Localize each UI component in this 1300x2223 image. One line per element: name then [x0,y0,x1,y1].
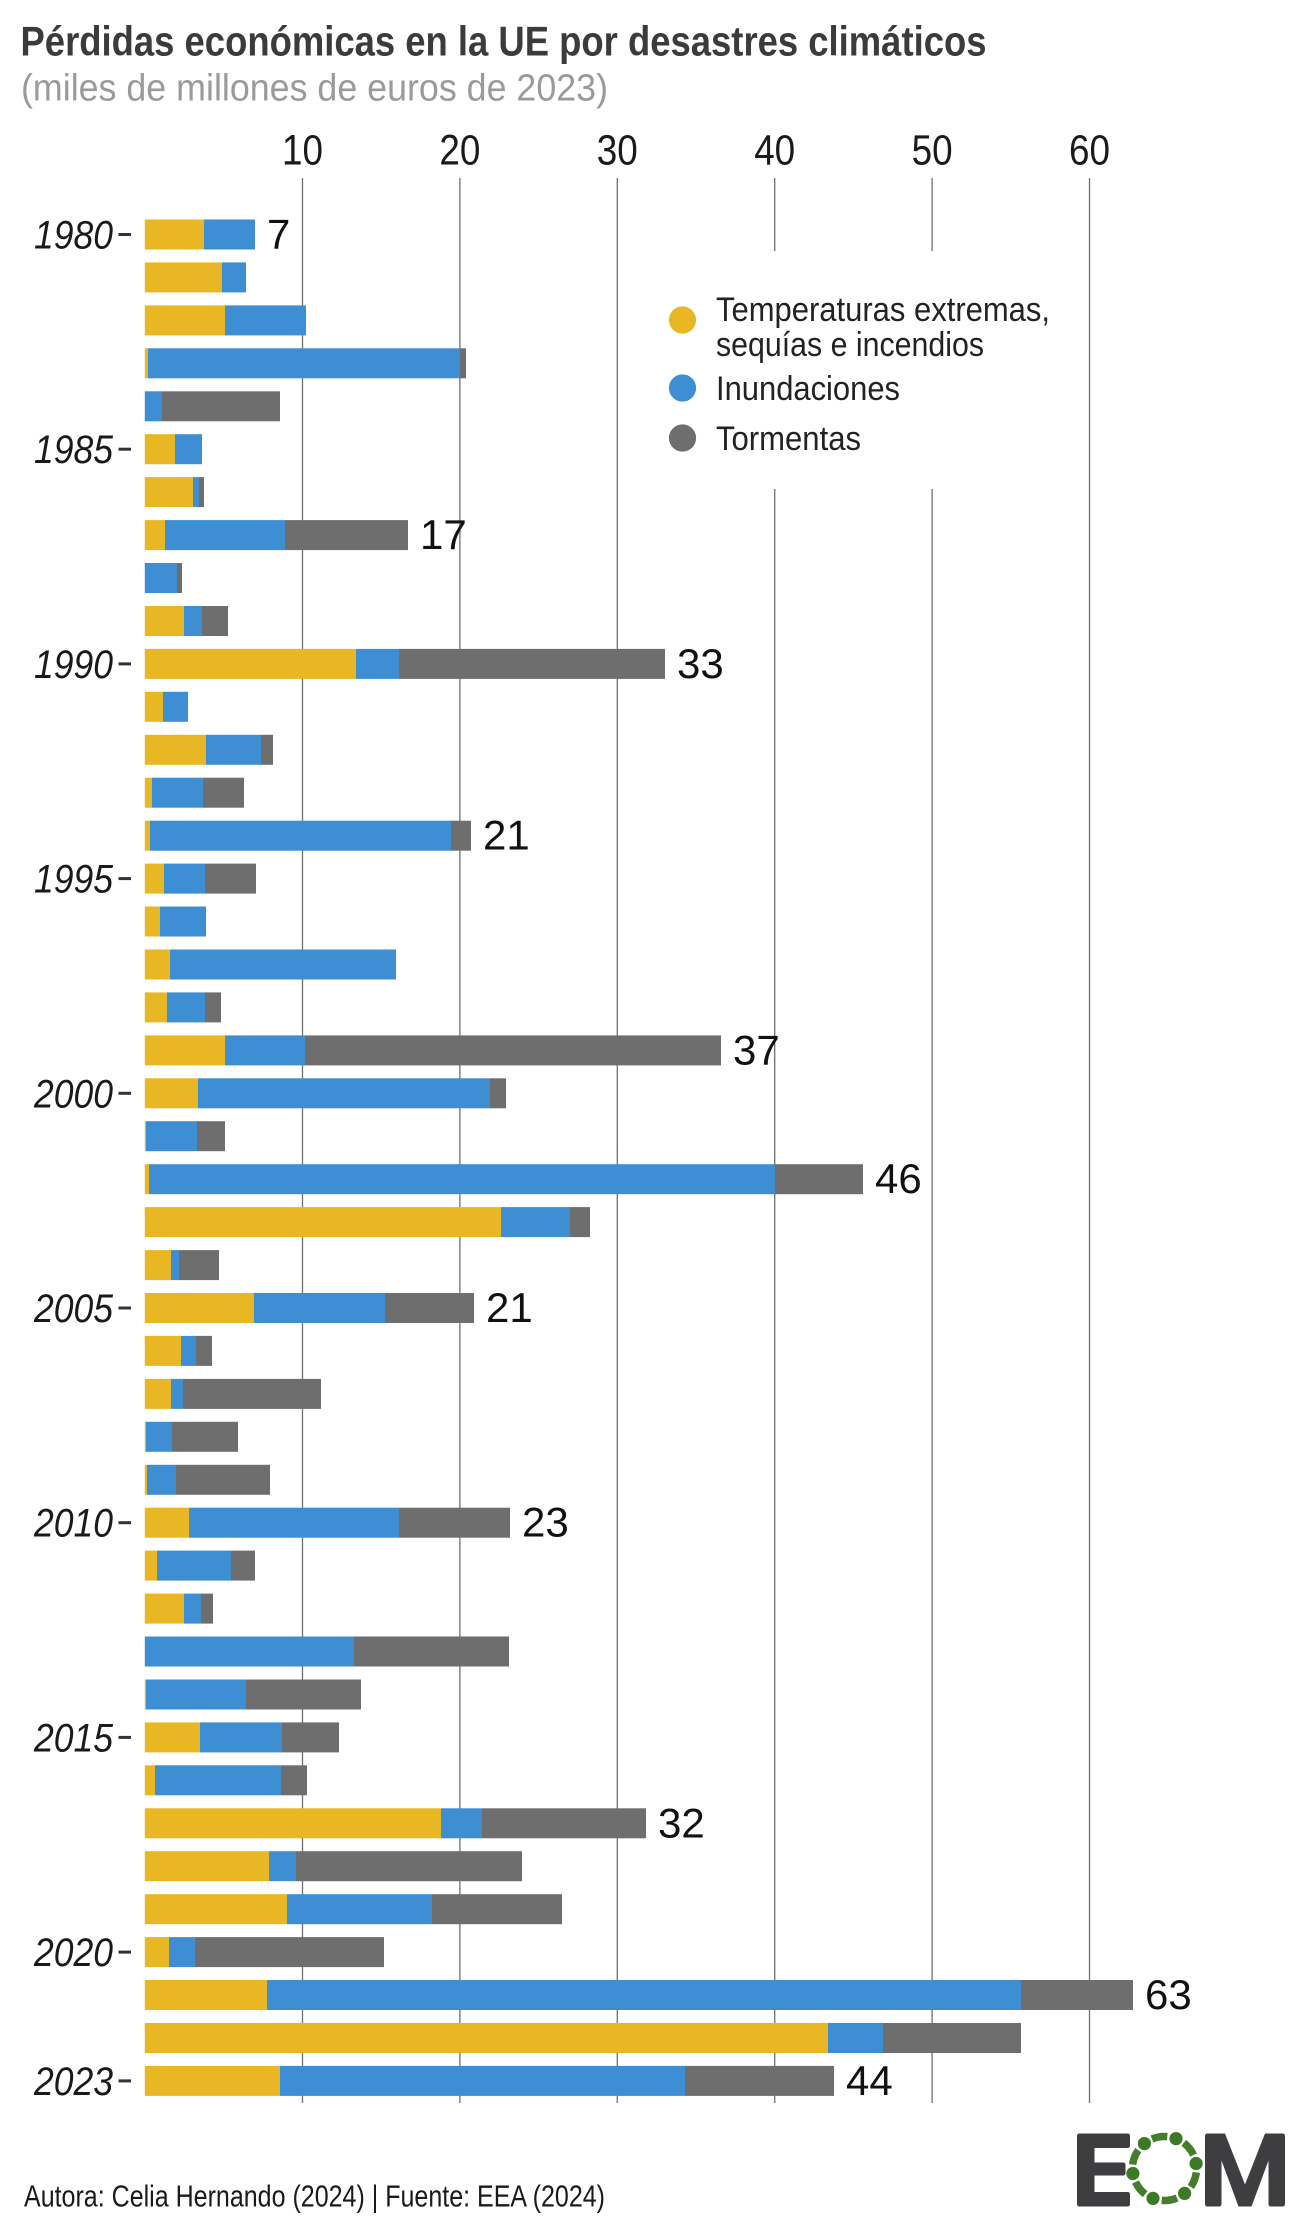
svg-text:2023: 2023 [33,2060,113,2104]
svg-text:2015: 2015 [33,1716,114,1760]
svg-text:46: 46 [875,1155,922,1202]
svg-text:33: 33 [677,640,724,687]
svg-text:sequías e incendios: sequías e incendios [716,326,984,364]
svg-text:60: 60 [1069,128,1110,175]
svg-text:63: 63 [1145,1971,1192,2018]
svg-text:1985: 1985 [34,428,114,472]
svg-text:44: 44 [846,2057,893,2104]
svg-text:1980: 1980 [34,214,113,258]
svg-text:Tormentas: Tormentas [716,420,861,458]
svg-text:20: 20 [439,128,480,175]
svg-text:37: 37 [733,1026,780,1073]
svg-text:23: 23 [522,1499,569,1546]
svg-text:2020: 2020 [33,1931,113,1975]
svg-text:(miles de millones de euros de: (miles de millones de euros de 2023) [21,68,608,110]
svg-text:40: 40 [754,128,795,175]
svg-text:7: 7 [267,211,290,258]
svg-text:17: 17 [420,511,467,558]
svg-text:2010: 2010 [33,1502,113,1546]
svg-text:30: 30 [597,128,638,175]
svg-text:21: 21 [483,812,530,859]
svg-text:Pérdidas económicas en la UE p: Pérdidas económicas en la UE por desastr… [21,18,987,65]
svg-text:2000: 2000 [33,1072,113,1116]
svg-text:21: 21 [486,1284,533,1331]
svg-text:1995: 1995 [34,858,114,902]
svg-text:Autora: Celia Hernando (2024): Autora: Celia Hernando (2024) | Fuente: … [24,2179,605,2214]
svg-text:Inundaciones: Inundaciones [716,370,900,408]
svg-text:10: 10 [282,128,323,175]
svg-text:50: 50 [912,128,953,175]
svg-text:1990: 1990 [34,643,113,687]
svg-text:Temperaturas extremas,: Temperaturas extremas, [716,291,1050,329]
svg-text:32: 32 [658,1799,705,1846]
svg-text:2005: 2005 [33,1287,114,1331]
